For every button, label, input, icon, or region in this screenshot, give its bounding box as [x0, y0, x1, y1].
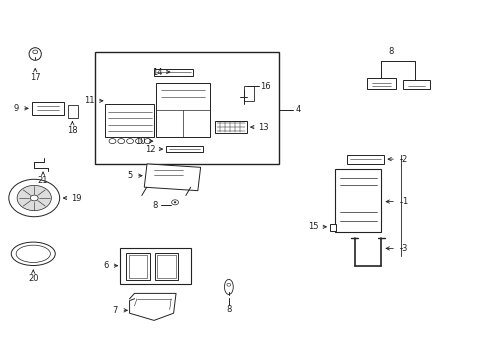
- Bar: [154, 253, 178, 280]
- Bar: [403, 80, 429, 89]
- Bar: [366, 78, 395, 89]
- Text: 1: 1: [401, 197, 406, 206]
- Text: 10: 10: [134, 137, 145, 146]
- Text: 8: 8: [388, 47, 393, 56]
- Text: 13: 13: [257, 123, 268, 132]
- Bar: [95, 52, 278, 164]
- Text: 7: 7: [113, 306, 118, 315]
- Bar: [334, 169, 381, 232]
- Circle shape: [33, 50, 38, 54]
- Circle shape: [118, 139, 124, 144]
- Circle shape: [226, 283, 230, 286]
- Text: 4: 4: [295, 105, 300, 114]
- Text: 17: 17: [30, 73, 41, 82]
- Circle shape: [135, 139, 142, 144]
- Bar: [68, 105, 78, 118]
- Circle shape: [109, 139, 116, 144]
- Bar: [346, 155, 383, 164]
- Bar: [105, 104, 154, 137]
- Ellipse shape: [11, 242, 55, 266]
- Text: 11: 11: [83, 96, 94, 105]
- Text: 18: 18: [67, 126, 78, 135]
- Text: 3: 3: [401, 244, 406, 253]
- Bar: [157, 255, 175, 278]
- Ellipse shape: [224, 279, 233, 294]
- Bar: [166, 146, 203, 152]
- Bar: [144, 164, 200, 191]
- Bar: [126, 253, 149, 280]
- Text: 21: 21: [38, 176, 48, 185]
- Bar: [32, 102, 63, 115]
- Ellipse shape: [16, 245, 50, 262]
- Ellipse shape: [29, 48, 41, 60]
- Text: 9: 9: [14, 104, 19, 113]
- Bar: [128, 255, 147, 278]
- Circle shape: [171, 200, 178, 205]
- Bar: [244, 86, 254, 101]
- Text: 12: 12: [144, 145, 155, 154]
- Bar: [215, 121, 246, 133]
- Text: 16: 16: [260, 82, 270, 91]
- Text: 14: 14: [152, 68, 163, 77]
- Text: 20: 20: [28, 274, 39, 283]
- Text: 15: 15: [307, 222, 318, 231]
- Text: 6: 6: [103, 261, 108, 270]
- Text: 8: 8: [226, 305, 231, 314]
- Circle shape: [30, 195, 38, 201]
- Circle shape: [126, 139, 133, 144]
- Circle shape: [174, 202, 176, 203]
- Bar: [329, 224, 335, 231]
- Text: 2: 2: [401, 155, 406, 163]
- Circle shape: [9, 179, 60, 217]
- Text: 19: 19: [71, 194, 81, 202]
- Bar: [154, 69, 193, 76]
- Bar: [156, 83, 210, 137]
- Text: 8: 8: [153, 201, 158, 210]
- Circle shape: [144, 139, 151, 144]
- Circle shape: [17, 185, 51, 211]
- Bar: [120, 248, 190, 284]
- Text: 5: 5: [127, 171, 132, 180]
